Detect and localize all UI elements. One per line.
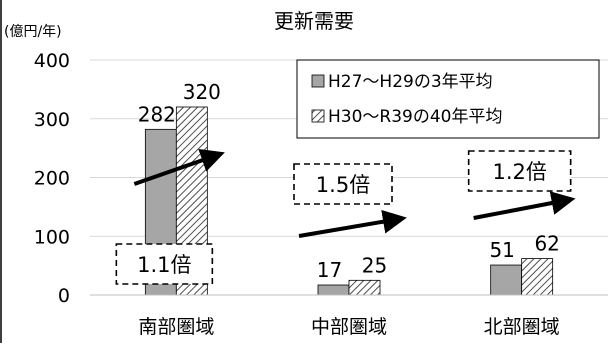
data-label: 17 bbox=[317, 258, 342, 282]
bar-1-2 bbox=[317, 284, 350, 296]
y-tick-label: 0 bbox=[58, 285, 70, 307]
legend-box bbox=[296, 59, 600, 139]
callout-box bbox=[115, 243, 214, 285]
y-tick-label: 100 bbox=[34, 226, 70, 248]
y-axis-ticks: 0 100 200 300 400 bbox=[34, 50, 70, 307]
y-tick-label: 300 bbox=[34, 109, 70, 131]
data-label: 51 bbox=[489, 238, 514, 262]
legend-label-series-2: H30～R39の40年平均 bbox=[328, 107, 503, 127]
y-axis-label: (億円/年) bbox=[4, 24, 62, 40]
callout-label: 1.1倍 bbox=[137, 253, 191, 277]
trend-arrow bbox=[133, 148, 225, 186]
y-tick-label: 400 bbox=[34, 50, 70, 72]
legend: H27～H29の3年平均 H30～R39の40年平均 bbox=[296, 59, 600, 139]
data-label: 282 bbox=[138, 102, 176, 126]
data-labels: 282 320 17 25 51 62 bbox=[138, 80, 560, 282]
callout-label: 1.2倍 bbox=[492, 160, 546, 184]
legend-swatch-series-2 bbox=[311, 109, 325, 123]
data-label: 62 bbox=[534, 232, 559, 256]
legend-swatch-series-1 bbox=[311, 74, 325, 88]
data-label: 320 bbox=[183, 80, 221, 104]
callout-box bbox=[467, 150, 572, 192]
x-axis-ticks: 南部圏域 中部圏域 北部圏域 bbox=[138, 316, 559, 338]
legend-label-series-1: H27～H29の3年平均 bbox=[328, 72, 493, 92]
callout-label: 1.5倍 bbox=[316, 173, 370, 197]
chart-title: 更新需要 bbox=[274, 9, 354, 33]
trend-arrow bbox=[298, 209, 407, 238]
bar-2-3 bbox=[521, 258, 554, 296]
bar-1-3 bbox=[490, 264, 523, 296]
bar-2-2 bbox=[348, 279, 381, 296]
callout-box bbox=[293, 163, 393, 205]
data-label: 25 bbox=[362, 253, 387, 277]
x-tick-label: 南部圏域 bbox=[138, 316, 214, 338]
y-tick-label: 200 bbox=[34, 168, 70, 190]
x-tick-label: 北部圏域 bbox=[484, 316, 560, 338]
trend-arrow bbox=[473, 191, 576, 220]
annotations: 1.1倍 1.5倍 1.2倍 bbox=[115, 148, 576, 285]
x-tick-label: 中部圏域 bbox=[311, 316, 387, 338]
